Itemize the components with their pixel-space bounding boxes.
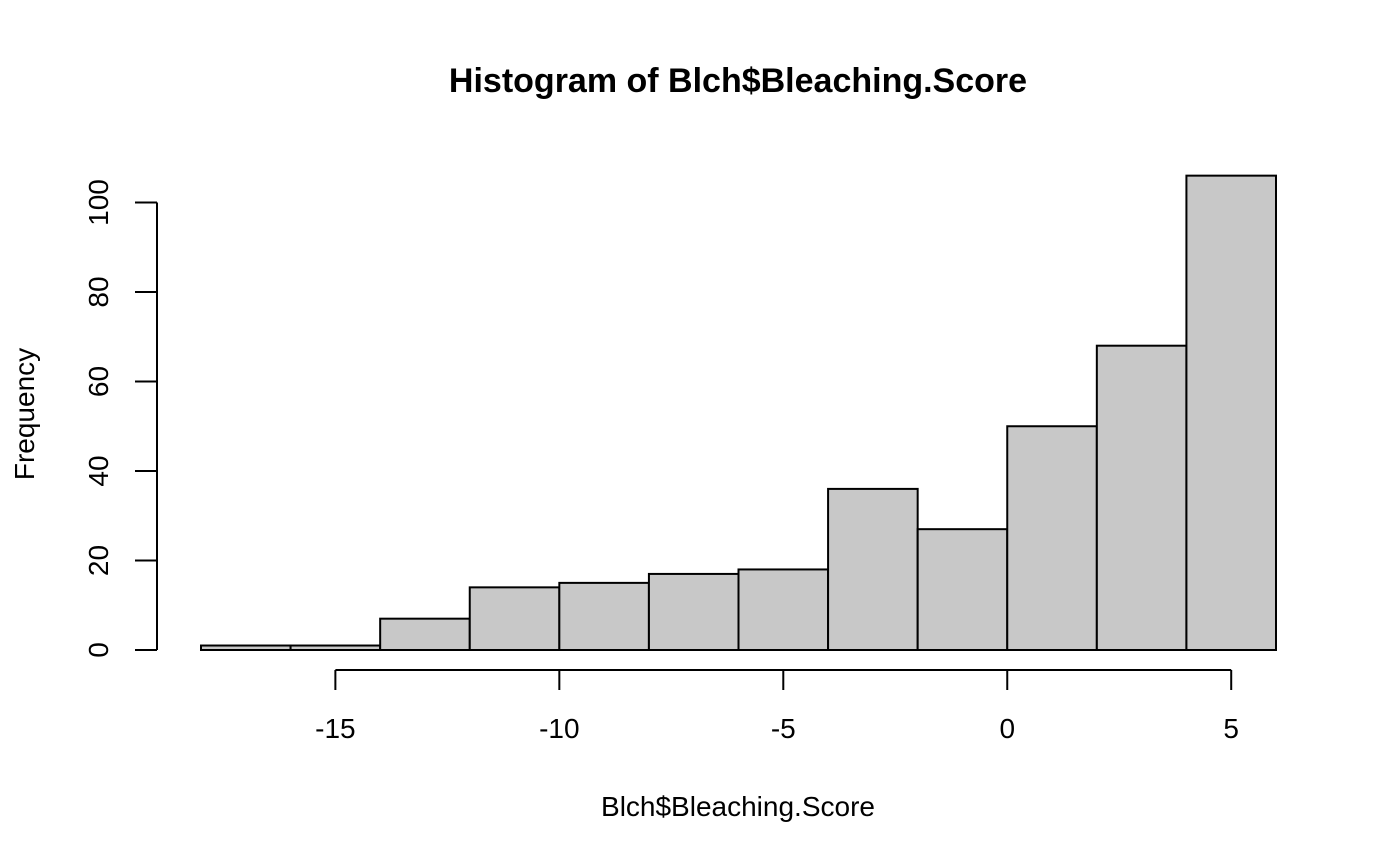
y-tick-label-3: 60 xyxy=(83,366,114,397)
histogram-bar-6 xyxy=(737,568,830,652)
x-tick-label-1: -10 xyxy=(539,713,579,744)
x-ticks: -15 -10 -5 0 5 xyxy=(315,670,1239,744)
y-tick-label-0: 0 xyxy=(83,642,114,658)
histogram-bar-1 xyxy=(289,644,382,652)
histogram-bar-3 xyxy=(468,586,561,651)
histogram-bar-11 xyxy=(1185,174,1277,651)
histogram-bar-5 xyxy=(647,572,740,651)
y-tick-label-5: 100 xyxy=(83,179,114,226)
histogram-bar-4 xyxy=(558,581,650,651)
histogram-bar-9 xyxy=(1006,425,1098,651)
y-axis-label: Frequency xyxy=(9,348,40,480)
y-tick-label-4: 80 xyxy=(83,276,114,307)
histogram-bar-7 xyxy=(827,487,919,651)
chart-title: Histogram of Blch$Bleaching.Score xyxy=(449,62,1027,100)
histogram-bars xyxy=(200,174,1277,652)
y-ticks: 0 20 40 60 80 100 xyxy=(83,179,157,658)
histogram-bar-2 xyxy=(379,617,471,651)
x-tick-label-2: -5 xyxy=(771,713,796,744)
histogram-bar-0 xyxy=(200,644,292,652)
x-tick-label-3: 0 xyxy=(999,713,1015,744)
x-tick-label-0: -15 xyxy=(315,713,355,744)
histogram-bar-10 xyxy=(1095,344,1188,651)
histogram-bar-8 xyxy=(916,528,1009,651)
x-tick-label-4: 5 xyxy=(1223,713,1239,744)
y-tick-label-1: 20 xyxy=(83,545,114,576)
x-axis-label: Blch$Bleaching.Score xyxy=(601,791,875,822)
y-tick-label-2: 40 xyxy=(83,455,114,486)
